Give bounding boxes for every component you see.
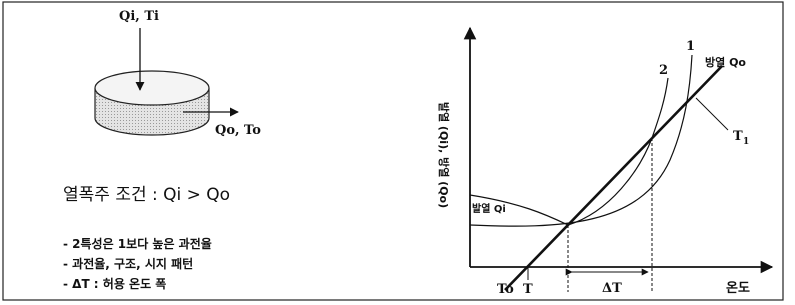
t-label: T — [523, 282, 533, 297]
tangent-pointer — [696, 98, 728, 130]
curve-1 — [470, 55, 692, 226]
curve-label: 발열 Qi — [472, 202, 506, 215]
to-label: To — [497, 282, 514, 297]
tangent-label: T — [733, 129, 743, 144]
cylinder — [95, 71, 209, 135]
x-axis-label: 온도 — [726, 281, 750, 296]
frame — [3, 2, 783, 300]
curve-1-label: 1 — [686, 39, 695, 54]
note: - 과전율, 구조, 시지 패턴 — [63, 256, 193, 271]
y-axis-label: 발열 (Qi), 방열 (Qo) — [437, 102, 451, 208]
heat-loss-line — [505, 66, 722, 290]
condition: 열폭주 조건 : Qi > Qo — [63, 185, 230, 205]
input-label: Qi, Ti — [119, 9, 159, 24]
delta-label: ΔT — [602, 281, 622, 296]
note: - 2특성은 1보다 높은 과전율 — [63, 236, 212, 251]
tangent-subscript: 1 — [743, 137, 749, 147]
curve-2-label: 2 — [659, 63, 668, 78]
output-label: Qo, To — [215, 123, 261, 138]
note: - ΔT : 허용 온도 폭 — [63, 276, 166, 291]
diagram: Qi, Ti Qo, To 열폭주 조건 : Qi > Qo - 2특성은 1보… — [0, 0, 795, 305]
line-label: 방열 Qo — [705, 55, 746, 69]
